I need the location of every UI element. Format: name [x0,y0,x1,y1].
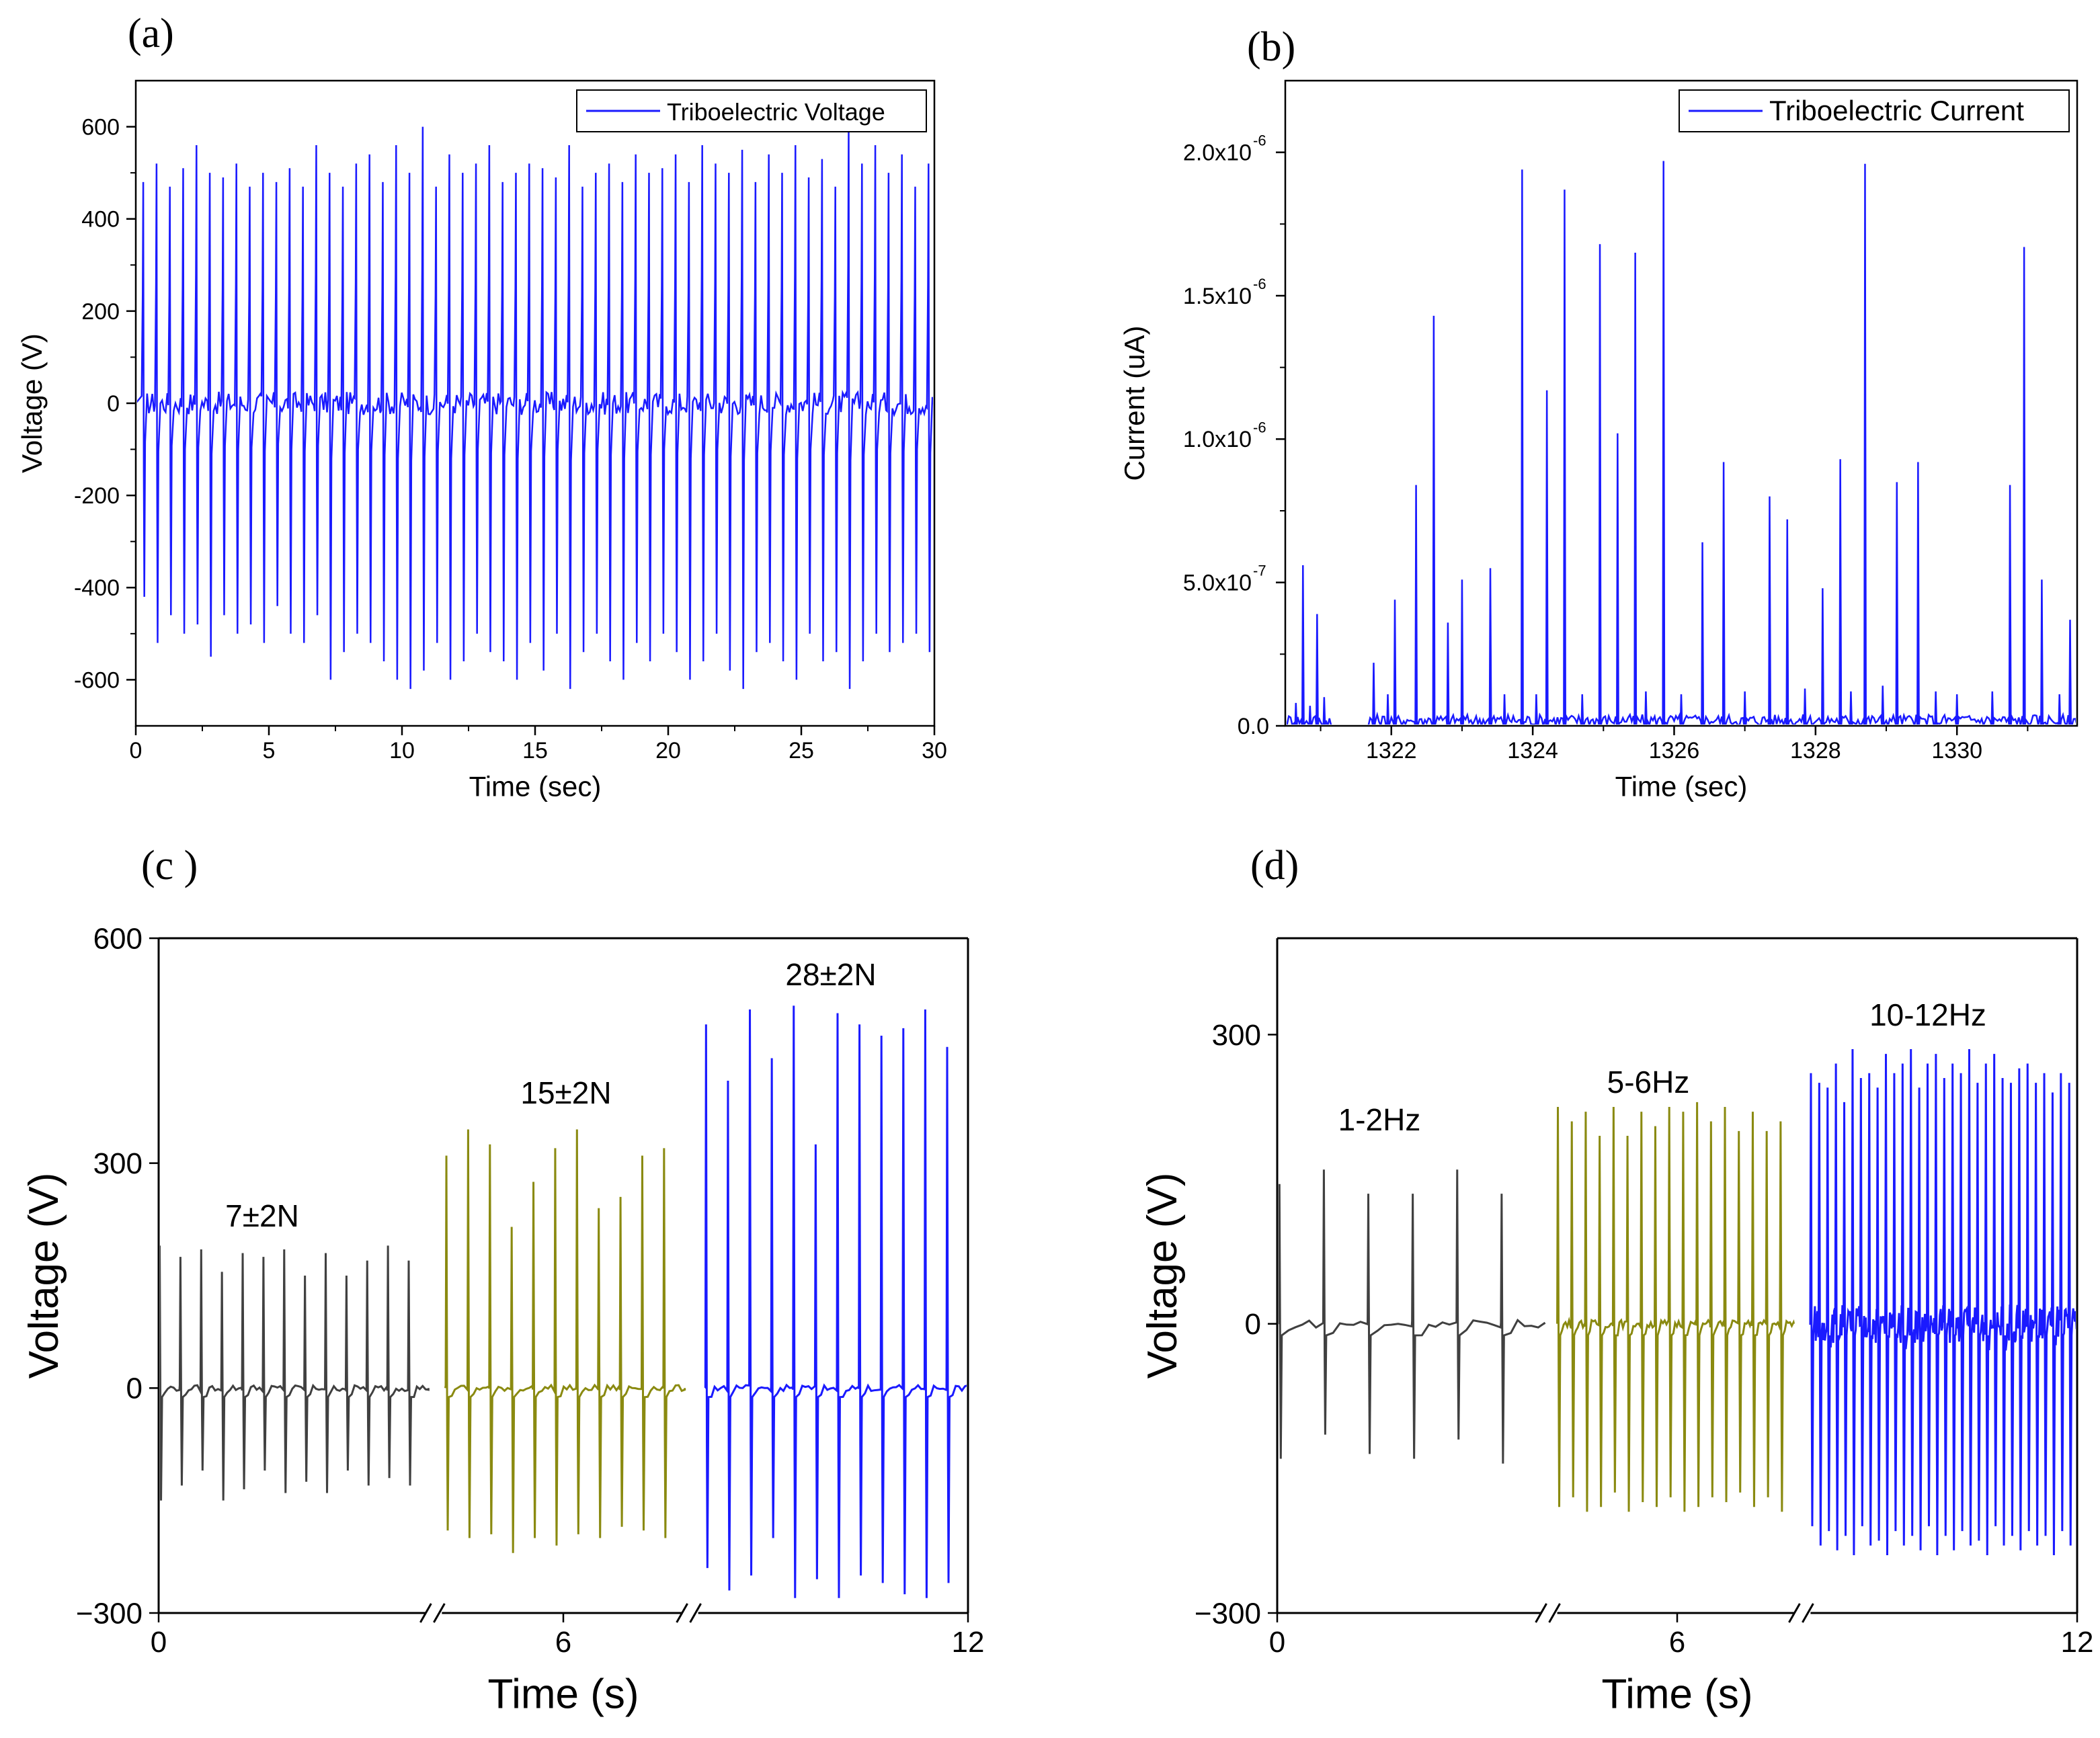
legend-label: Triboelectric Current [1769,95,2024,126]
y-tick-label: -600 [74,667,120,693]
y-tick-label: −300 [76,1597,143,1630]
axis-break-mark [1548,1603,1561,1623]
legend: Triboelectric Voltage [576,89,927,132]
y-tick-label: -400 [74,575,120,601]
series-line-5-6Hz [1556,1102,1795,1512]
series-line-10-12Hz [1809,1048,2076,1555]
x-tick-label: 1328 [1790,738,1841,763]
y-tick-label: 600 [81,114,120,140]
axis-break-mark [433,1603,446,1623]
series-line-15-2N [444,1129,686,1553]
y-tick-label: 2.0x10 [1183,140,1252,166]
x-tick-label: 30 [922,738,947,763]
x-axis-label: Time (sec) [1615,771,1748,802]
axis-break-mark [676,1603,688,1623]
legend: Triboelectric Current [1679,89,2070,132]
annotation-label: 10-12Hz [1869,997,1986,1032]
y-tick-label: 400 [81,207,120,233]
series-line-7-2N [160,1245,430,1501]
series-line-triboelectric-voltage [137,126,933,690]
y-tick-exponent: -7 [1253,563,1266,579]
x-tick-label: 6 [1669,1626,1685,1659]
axis-break-mark [689,1603,702,1623]
legend-label: Triboelectric Voltage [667,98,885,126]
y-tick-label: 600 [93,922,143,955]
x-tick-label: 15 [522,738,548,763]
x-axis-label: Time (s) [488,1671,639,1718]
x-axis-label: Time (s) [1602,1671,1753,1718]
y-axis-label: Voltage (V) [21,1173,67,1379]
y-tick-label: 0 [107,391,120,417]
annotation-label: 15±2N [520,1075,611,1110]
x-tick-label: 6 [555,1626,571,1659]
x-tick-label: 1326 [1649,738,1700,763]
chart-panel-b: (b) 1322 1324 1326 1328 1330 0.0 5.0x10 -7 1.0x10… [1119,24,2078,802]
plot-frame [1284,79,2078,727]
y-axis-label: Voltage (V) [16,333,48,473]
plot-area [137,126,933,690]
plot-area [160,1005,967,1598]
y-tick-label: 0.0 [1238,714,1269,739]
y-axis-label: Voltage (V) [1139,1173,1186,1379]
series-line-28-2N [704,1005,967,1598]
series-line-triboelectric-current [1287,161,2076,725]
annotation-label: 5-6Hz [1607,1065,1690,1100]
panel-label: (d) [1250,843,1299,888]
plot-area [1279,1048,2076,1555]
axis-break-mark [419,1603,432,1623]
panel-label: (c ) [141,843,198,888]
y-tick-label: 0 [126,1372,143,1405]
x-axis-label: Time (sec) [469,771,602,802]
x-tick-label: 5 [263,738,276,763]
x-tick-label: 20 [655,738,681,763]
chart-panel-a: (a) 0 5 10 15 20 25 30 -600 -400 -200 0 200 400 600 Tim… [16,11,947,802]
y-tick-label: -200 [74,483,120,509]
x-tick-label: 0 [1269,1626,1285,1659]
y-axis-label: Current (uA) [1119,325,1150,481]
panel-label: (b) [1247,24,1295,70]
y-tick-label: 0 [1245,1308,1261,1341]
plot-area [1287,161,2076,725]
panel-label: (a) [128,11,174,56]
axis-break-mark [1535,1603,1547,1623]
x-tick-label: 1322 [1366,738,1417,763]
y-tick-label: −300 [1195,1597,1261,1630]
y-tick-label: 200 [81,299,120,325]
annotation-label: 28±2N [785,957,876,992]
x-tick-label: 1330 [1931,738,1982,763]
y-tick-label: 5.0x10 [1183,571,1252,596]
series-line-1-2Hz [1279,1169,1546,1464]
y-tick-exponent: -6 [1253,132,1266,149]
y-tick-exponent: -6 [1253,419,1266,436]
x-tick-label: 12 [952,1626,985,1659]
x-tick-label: 0 [151,1626,167,1659]
x-tick-label: 12 [2061,1626,2094,1659]
y-tick-label: 1.0x10 [1183,427,1252,452]
x-tick-label: 10 [389,738,415,763]
x-tick-label: 0 [130,738,143,763]
axis-break-mark [1788,1603,1801,1623]
y-tick-label: 300 [93,1147,143,1180]
y-tick-label: 300 [1212,1019,1261,1052]
x-tick-label: 25 [789,738,814,763]
x-tick-label: 1324 [1507,738,1558,763]
axis-break-mark [1802,1603,1814,1623]
y-tick-label: 1.5x10 [1183,284,1252,309]
annotation-label: 1-2Hz [1338,1102,1421,1137]
annotation-label: 7±2N [225,1198,299,1233]
y-tick-exponent: -6 [1253,276,1266,292]
